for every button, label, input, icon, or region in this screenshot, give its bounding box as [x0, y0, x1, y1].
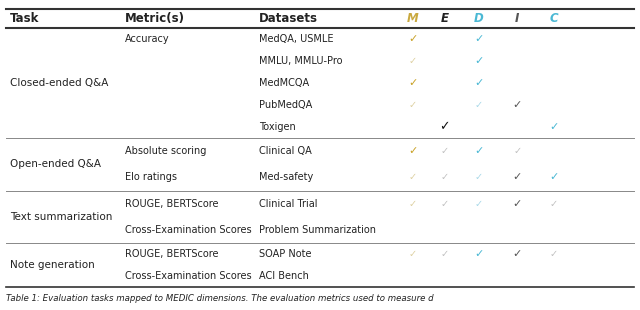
Text: ✓: ✓: [474, 249, 483, 259]
Text: M: M: [407, 12, 419, 25]
Text: ✓: ✓: [408, 78, 417, 88]
Text: ROUGE, BERTScore: ROUGE, BERTScore: [125, 249, 218, 259]
Text: ✓: ✓: [474, 78, 483, 88]
Text: Datasets: Datasets: [259, 12, 318, 25]
Text: ✓: ✓: [475, 172, 483, 183]
Text: Task: Task: [10, 12, 39, 25]
Text: ✓: ✓: [550, 249, 557, 259]
Text: ✓: ✓: [475, 100, 483, 110]
Text: Metric(s): Metric(s): [125, 12, 185, 25]
Text: Note generation: Note generation: [10, 260, 94, 270]
Text: ✓: ✓: [440, 121, 450, 133]
Text: ✓: ✓: [409, 56, 417, 66]
Text: ✓: ✓: [549, 122, 558, 132]
Text: SOAP Note: SOAP Note: [259, 249, 312, 259]
Text: Cross-Examination Scores: Cross-Examination Scores: [125, 225, 252, 235]
Text: ✓: ✓: [474, 34, 483, 44]
Text: ✓: ✓: [441, 146, 449, 156]
Text: Elo ratings: Elo ratings: [125, 172, 177, 183]
Text: Open-ended Q&A: Open-ended Q&A: [10, 159, 100, 169]
Text: ✓: ✓: [550, 199, 557, 209]
Text: ✓: ✓: [513, 100, 522, 110]
Text: PubMedQA: PubMedQA: [259, 100, 312, 110]
Text: ✓: ✓: [513, 146, 521, 156]
Text: ✓: ✓: [513, 199, 522, 209]
Text: ✓: ✓: [409, 172, 417, 183]
Text: ✓: ✓: [409, 100, 417, 110]
Text: ✓: ✓: [409, 199, 417, 209]
Text: ✓: ✓: [513, 172, 522, 183]
Text: Clinical QA: Clinical QA: [259, 146, 312, 156]
Text: Closed-ended Q&A: Closed-ended Q&A: [10, 78, 108, 88]
Text: ROUGE, BERTScore: ROUGE, BERTScore: [125, 199, 218, 209]
Text: Table 1: Evaluation tasks mapped to MEDIC dimensions. The evaluation metrics use: Table 1: Evaluation tasks mapped to MEDI…: [6, 294, 434, 303]
Text: C: C: [549, 12, 558, 25]
Text: Clinical Trial: Clinical Trial: [259, 199, 317, 209]
Text: ✓: ✓: [474, 146, 483, 156]
Text: Problem Summarization: Problem Summarization: [259, 225, 376, 235]
Text: ✓: ✓: [441, 172, 449, 183]
Text: ✓: ✓: [513, 249, 522, 259]
Text: ✓: ✓: [408, 146, 417, 156]
Text: ✓: ✓: [441, 249, 449, 259]
Text: ✓: ✓: [441, 199, 449, 209]
Text: Toxigen: Toxigen: [259, 122, 296, 132]
Text: E: E: [441, 12, 449, 25]
Text: ACI Bench: ACI Bench: [259, 271, 309, 281]
Text: D: D: [474, 12, 484, 25]
Text: ✓: ✓: [408, 34, 417, 44]
Text: ✓: ✓: [474, 56, 483, 66]
Text: MMLU, MMLU-Pro: MMLU, MMLU-Pro: [259, 56, 342, 66]
Text: MedQA, USMLE: MedQA, USMLE: [259, 34, 333, 44]
Text: Absolute scoring: Absolute scoring: [125, 146, 206, 156]
Text: MedMCQA: MedMCQA: [259, 78, 309, 88]
Text: ✓: ✓: [409, 249, 417, 259]
Text: Cross-Examination Scores: Cross-Examination Scores: [125, 271, 252, 281]
Text: Med-safety: Med-safety: [259, 172, 314, 183]
Text: ✓: ✓: [475, 199, 483, 209]
Text: ✓: ✓: [549, 172, 558, 183]
Text: Accuracy: Accuracy: [125, 34, 170, 44]
Text: I: I: [515, 12, 519, 25]
Text: Text summarization: Text summarization: [10, 212, 112, 222]
